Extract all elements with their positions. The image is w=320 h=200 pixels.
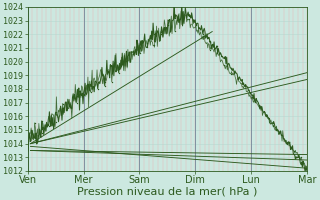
X-axis label: Pression niveau de la mer( hPa ): Pression niveau de la mer( hPa ) [77, 187, 258, 197]
